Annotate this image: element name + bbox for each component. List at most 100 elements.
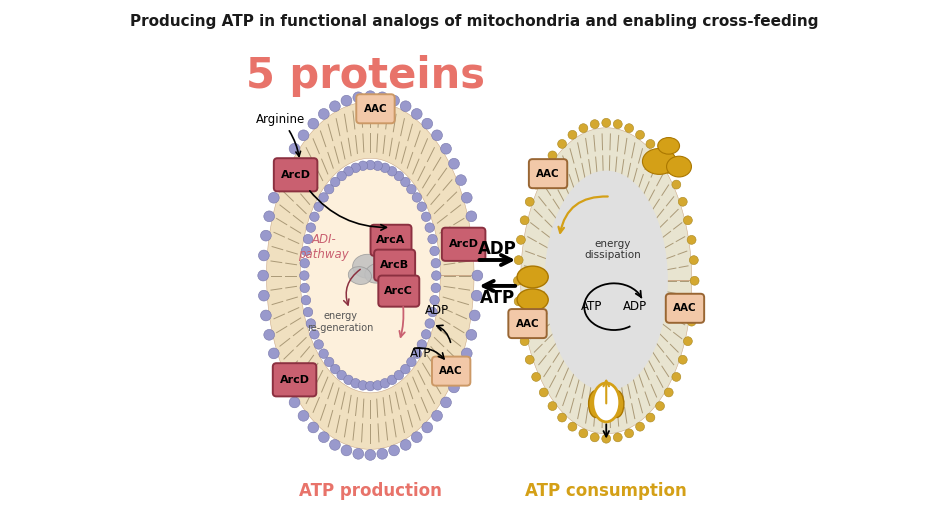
Text: ADP: ADP [623, 300, 647, 313]
Circle shape [646, 139, 655, 148]
Circle shape [282, 382, 292, 393]
Circle shape [595, 373, 603, 381]
Circle shape [684, 216, 692, 225]
Circle shape [412, 193, 422, 202]
Circle shape [629, 361, 637, 369]
Ellipse shape [658, 138, 680, 154]
Circle shape [552, 240, 560, 248]
FancyBboxPatch shape [274, 158, 318, 191]
Circle shape [629, 192, 637, 200]
Circle shape [469, 310, 480, 321]
Circle shape [319, 349, 328, 358]
Text: ArcD: ArcD [448, 239, 479, 249]
Circle shape [532, 180, 540, 189]
Ellipse shape [589, 391, 603, 418]
Circle shape [635, 354, 644, 362]
Circle shape [411, 432, 422, 443]
Circle shape [520, 216, 529, 225]
Circle shape [310, 330, 319, 339]
Circle shape [353, 448, 364, 459]
Circle shape [466, 211, 477, 222]
Circle shape [552, 314, 560, 322]
Circle shape [358, 161, 368, 171]
FancyBboxPatch shape [356, 94, 394, 123]
Circle shape [306, 319, 316, 328]
Circle shape [655, 252, 663, 259]
Circle shape [341, 445, 352, 456]
Circle shape [641, 208, 648, 216]
Circle shape [456, 366, 466, 376]
Circle shape [298, 410, 309, 421]
Circle shape [264, 329, 275, 340]
Circle shape [441, 397, 451, 408]
Circle shape [548, 401, 556, 410]
Circle shape [264, 211, 275, 222]
Circle shape [337, 370, 346, 380]
Circle shape [407, 357, 416, 367]
Circle shape [652, 314, 661, 322]
Circle shape [548, 277, 556, 284]
Circle shape [687, 317, 696, 326]
Circle shape [324, 357, 334, 367]
Ellipse shape [517, 289, 548, 310]
Circle shape [656, 264, 665, 272]
Circle shape [514, 256, 523, 265]
Circle shape [679, 197, 687, 206]
Text: AAC: AAC [673, 303, 697, 313]
Circle shape [394, 171, 404, 181]
Circle shape [268, 192, 279, 203]
Circle shape [672, 372, 681, 381]
Circle shape [564, 346, 572, 354]
Text: ADP: ADP [426, 304, 449, 317]
Circle shape [380, 379, 390, 388]
Text: ArcD: ArcD [280, 375, 310, 385]
Ellipse shape [666, 156, 691, 177]
Circle shape [365, 450, 375, 460]
Circle shape [441, 144, 451, 154]
Circle shape [300, 283, 309, 293]
Circle shape [300, 258, 309, 268]
Circle shape [689, 256, 699, 265]
Circle shape [331, 365, 340, 374]
Circle shape [358, 381, 368, 390]
Circle shape [610, 180, 617, 188]
Circle shape [301, 246, 311, 256]
FancyBboxPatch shape [508, 309, 547, 338]
Ellipse shape [592, 383, 620, 422]
Circle shape [595, 180, 603, 188]
Circle shape [337, 171, 346, 181]
Circle shape [428, 235, 437, 244]
Ellipse shape [610, 391, 624, 418]
Circle shape [616, 371, 624, 379]
Circle shape [400, 101, 411, 112]
Circle shape [568, 131, 577, 139]
Circle shape [289, 144, 300, 154]
Circle shape [557, 413, 567, 422]
Circle shape [548, 290, 556, 297]
Circle shape [324, 185, 334, 194]
Circle shape [559, 336, 567, 344]
Circle shape [417, 340, 427, 349]
Circle shape [656, 290, 665, 297]
Circle shape [665, 388, 673, 397]
Circle shape [373, 161, 382, 171]
Circle shape [469, 230, 480, 241]
FancyBboxPatch shape [378, 276, 419, 307]
Text: AAC: AAC [537, 168, 560, 179]
Circle shape [428, 307, 437, 317]
Circle shape [429, 246, 439, 256]
Circle shape [274, 366, 285, 376]
Circle shape [341, 95, 352, 106]
Circle shape [261, 230, 271, 241]
Circle shape [517, 236, 525, 244]
Circle shape [422, 330, 431, 339]
Circle shape [589, 183, 596, 191]
Circle shape [261, 310, 271, 321]
FancyBboxPatch shape [273, 363, 317, 396]
Circle shape [635, 131, 645, 139]
Ellipse shape [306, 167, 435, 383]
Text: ArcB: ArcB [380, 260, 410, 270]
Circle shape [319, 193, 328, 202]
Circle shape [319, 109, 329, 119]
Circle shape [401, 365, 410, 374]
